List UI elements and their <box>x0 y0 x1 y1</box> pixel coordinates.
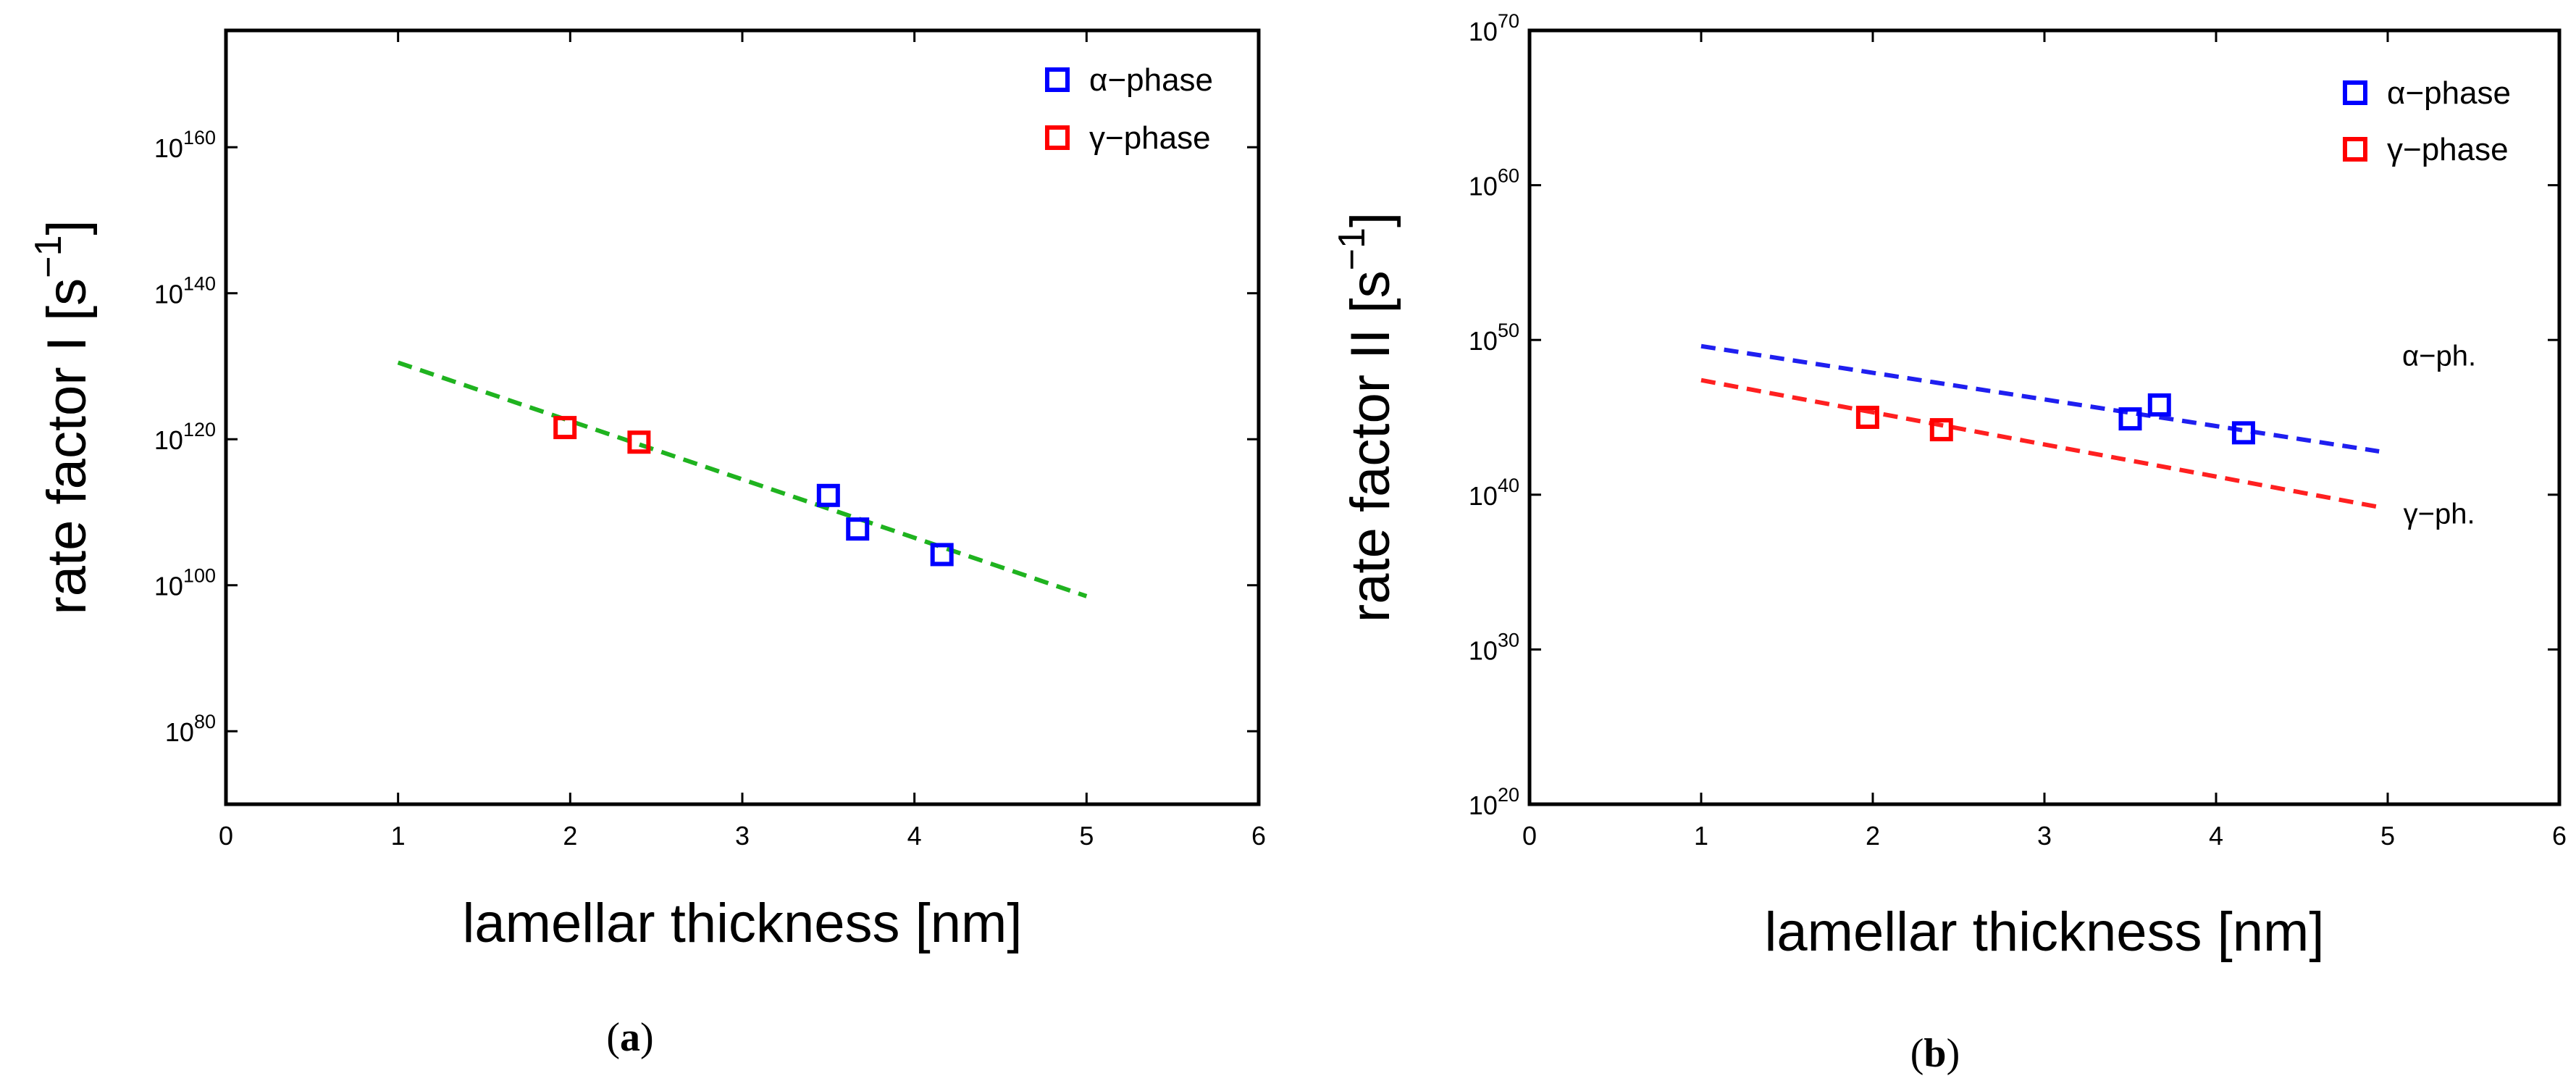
y-tick-label: 1070 <box>1469 10 1519 46</box>
data-point-square <box>2118 407 2142 431</box>
fit-lines-a <box>397 360 1088 598</box>
axes-a <box>225 30 1260 804</box>
data-point-square <box>627 430 651 454</box>
annotations-b: α−ph. γ−ph. <box>2402 341 2476 530</box>
legend-b: α−phase γ−phase <box>2343 75 2511 167</box>
legend-marker <box>2343 80 2367 105</box>
y-tick-label: 1060 <box>1469 165 1519 201</box>
caption-a: (a) <box>606 1015 653 1060</box>
y-tick-label: 10140 <box>154 273 216 309</box>
legend-marker <box>1045 67 1070 92</box>
y-tick-label: 1050 <box>1469 320 1519 356</box>
y-tick-label: 1020 <box>1469 784 1519 820</box>
tick-labels-a: 0 1 2 3 4 5 6 1080 10100 10120 10140 10160 <box>154 127 1266 851</box>
legend-label: γ−phase <box>2387 132 2509 167</box>
legend-a: α−phase γ−phase <box>1045 62 1213 156</box>
data-point-square <box>2147 393 2171 417</box>
x-tick-label: 1 <box>391 821 406 851</box>
data-point-square <box>846 517 870 541</box>
data-point-square <box>2231 421 2255 445</box>
x-axis-label-a: lamellar thickness [nm] <box>463 893 1023 954</box>
x-tick-label: 2 <box>1866 821 1880 851</box>
data-point-square <box>1855 406 1879 429</box>
annotation-label: α−ph. <box>2402 341 2476 372</box>
x-axis-label-b: lamellar thickness [nm] <box>1765 901 2325 963</box>
panel-a: 0 1 2 3 4 5 6 1080 10100 10120 10140 10160 α−phase γ… <box>28 28 1266 954</box>
x-tick-label: 6 <box>1251 821 1266 851</box>
x-tick-label: 5 <box>1079 821 1094 851</box>
x-tick-label: 3 <box>2037 821 2052 851</box>
data-point-square <box>816 483 840 507</box>
y-tick-label: 10120 <box>154 419 216 455</box>
y-tick-label: 1080 <box>165 711 216 747</box>
y-tick-label: 10160 <box>154 127 216 163</box>
plot-area-b <box>1527 28 2562 806</box>
data-point-square <box>1929 418 1953 442</box>
y-tick-label: 10100 <box>154 565 216 601</box>
x-tick-label: 0 <box>1522 821 1537 851</box>
y-axis-label-b: rate factor II [s−1] <box>1331 212 1401 622</box>
legend-label: γ−phase <box>1089 120 1211 156</box>
annotation-label: γ−ph. <box>2404 498 2475 530</box>
x-tick-label: 4 <box>907 821 922 851</box>
y-axis-label-a: rate factor I [s−1] <box>28 220 98 614</box>
data-points-b <box>1855 393 2255 445</box>
x-tick-label: 3 <box>735 821 750 851</box>
tick-labels-b: 0 1 2 3 4 5 6 1020 1030 1040 1050 1060 1070 <box>1469 10 2567 851</box>
y-tick-label: 1030 <box>1469 629 1519 665</box>
fit-line <box>397 360 1088 598</box>
plot-area-a <box>224 28 1261 806</box>
data-points-a <box>553 416 954 567</box>
x-tick-label: 6 <box>2552 821 2567 851</box>
data-point-square <box>930 543 954 567</box>
legend-marker <box>1045 125 1070 150</box>
caption-b: (b) <box>1910 1031 1960 1076</box>
x-tick-label: 1 <box>1694 821 1708 851</box>
panel-b: 0 1 2 3 4 5 6 1020 1030 1040 1050 1060 1070 α−phase γ… <box>1331 10 2567 963</box>
x-tick-label: 4 <box>2209 821 2223 851</box>
legend-label: α−phase <box>2387 75 2511 111</box>
legend-label: α−phase <box>1089 62 1213 98</box>
x-tick-label: 2 <box>563 821 577 851</box>
x-tick-label: 5 <box>2380 821 2395 851</box>
data-point-square <box>553 416 577 440</box>
axes-b <box>1528 29 2561 806</box>
y-tick-label: 1040 <box>1469 475 1519 511</box>
legend-marker <box>2343 137 2367 162</box>
x-tick-label: 0 <box>219 821 233 851</box>
